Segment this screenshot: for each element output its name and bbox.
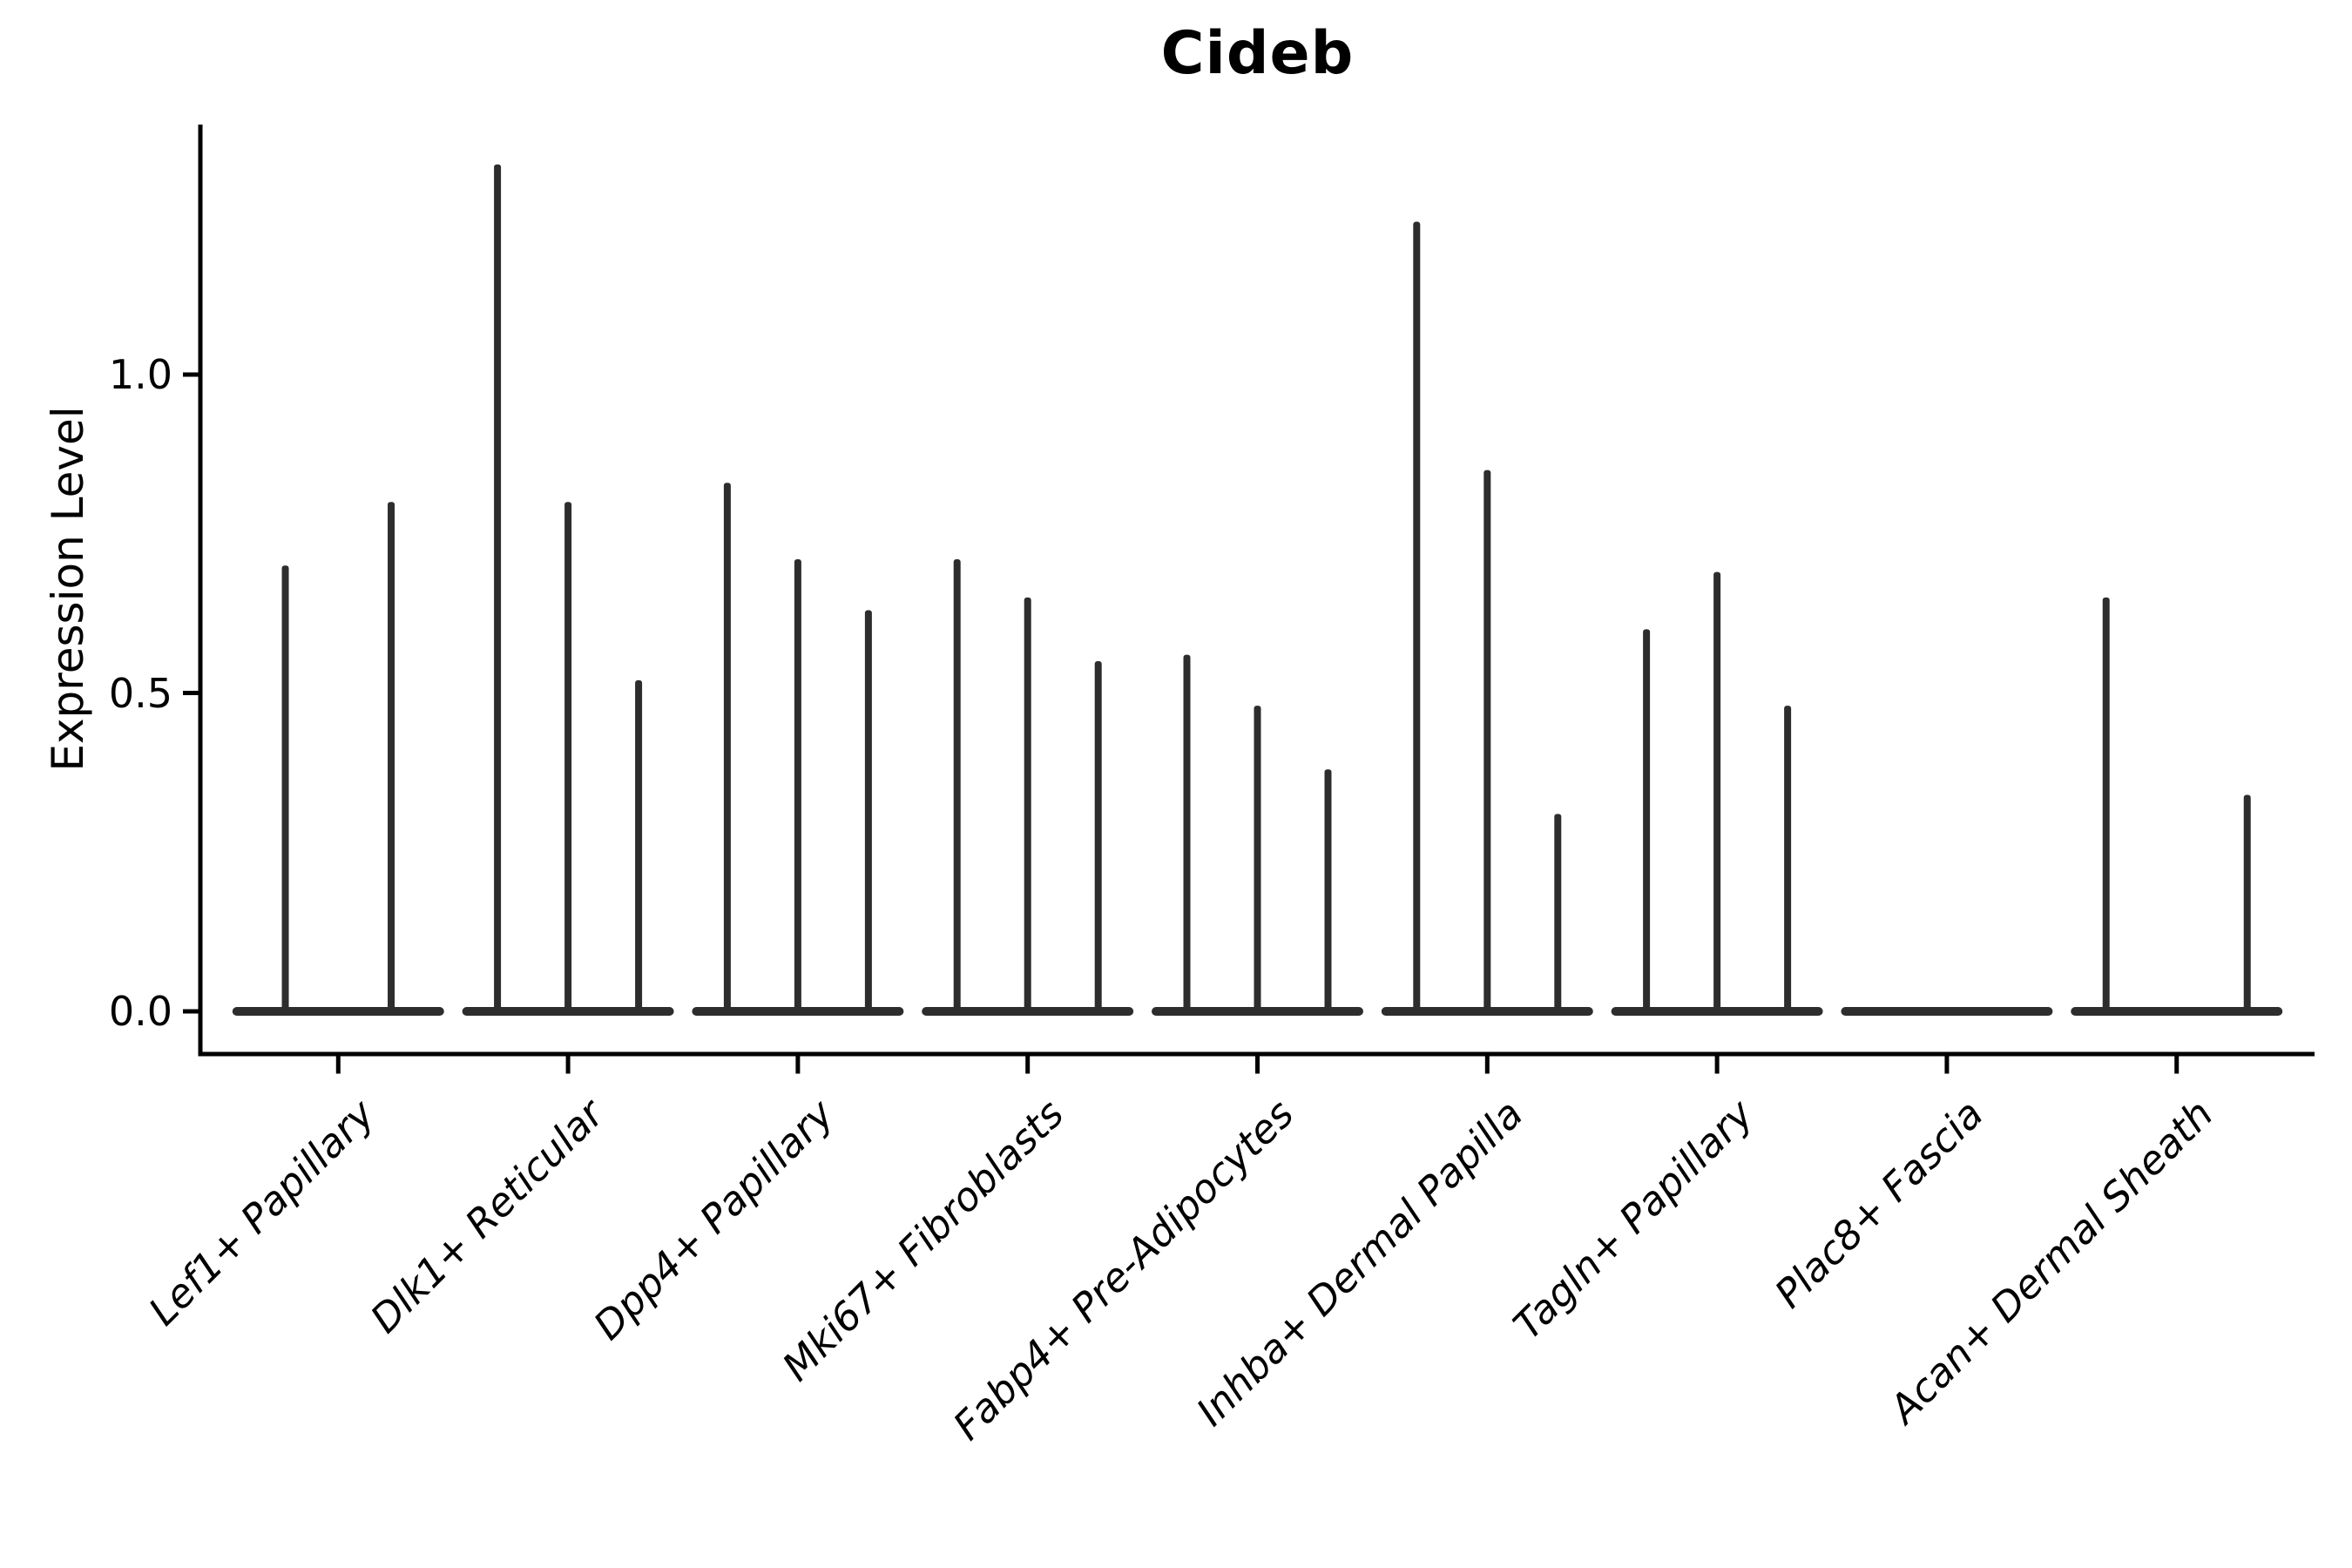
y-tick-label: 0.5	[108, 669, 172, 717]
violin-spike	[1324, 769, 1332, 1014]
violin-spike	[1643, 629, 1651, 1014]
violin-spike	[1094, 660, 1102, 1014]
violin-spike	[1713, 571, 1721, 1014]
violin-spike	[494, 164, 502, 1014]
violin-spike	[635, 679, 643, 1014]
violin-spike	[1484, 470, 1491, 1014]
violin-spike	[1183, 654, 1191, 1014]
violin-spike	[1254, 706, 1261, 1014]
violin-spike	[953, 558, 961, 1014]
chart-title: Cideb	[1160, 19, 1355, 88]
violin-spike	[2243, 794, 2251, 1014]
violin-base	[1841, 1007, 2053, 1016]
y-tick-label: 1.0	[108, 351, 172, 398]
violin-spike	[564, 502, 572, 1014]
violin-spike	[1024, 597, 1031, 1014]
y-tick-label: 0.0	[108, 988, 172, 1035]
violin-spike	[2102, 597, 2110, 1014]
violin-base	[2071, 1007, 2283, 1016]
violin-spike	[723, 483, 731, 1014]
violin-spike	[388, 502, 395, 1014]
violin-spike	[281, 565, 289, 1014]
violin-base	[232, 1007, 444, 1016]
violin-spike	[794, 558, 801, 1014]
violin-spike	[1413, 221, 1421, 1014]
violin-spike	[864, 610, 872, 1014]
violin-spike	[1784, 706, 1792, 1014]
violin-spike	[1554, 814, 1562, 1014]
